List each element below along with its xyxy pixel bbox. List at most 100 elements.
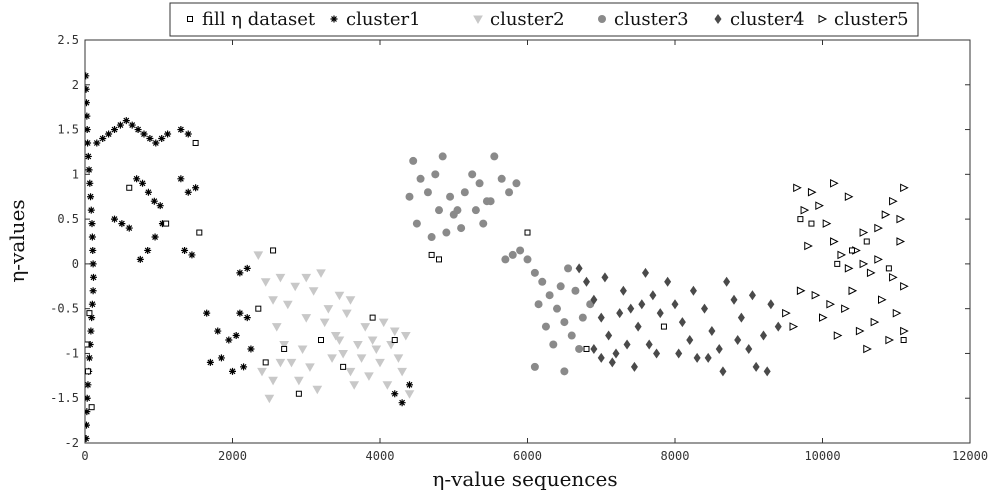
data-point xyxy=(545,291,554,300)
data-point xyxy=(516,246,525,255)
data-point xyxy=(319,318,330,328)
data-point xyxy=(247,345,255,353)
legend-label: fill η dataset xyxy=(202,9,316,30)
data-point xyxy=(349,381,360,390)
data-point xyxy=(89,287,97,295)
legend-marker xyxy=(818,14,828,24)
data-point xyxy=(841,304,850,313)
data-point xyxy=(833,331,843,340)
data-point xyxy=(723,276,731,287)
legend-label: cluster2 xyxy=(490,9,565,30)
data-point xyxy=(338,349,348,359)
data-point xyxy=(892,308,902,318)
data-point xyxy=(405,192,414,201)
data-point xyxy=(471,206,480,215)
data-point xyxy=(144,188,152,196)
data-point xyxy=(900,281,909,291)
data-point xyxy=(793,183,802,193)
data-point xyxy=(560,367,569,376)
data-point xyxy=(900,183,909,193)
data-point xyxy=(863,238,870,245)
data-point xyxy=(830,178,839,188)
data-point xyxy=(290,282,301,292)
data-point xyxy=(356,354,367,363)
y-tick-label: 1.5 xyxy=(57,123,79,137)
data-point xyxy=(505,188,514,197)
data-point xyxy=(549,340,558,349)
data-point xyxy=(844,192,854,202)
data-point xyxy=(590,294,598,305)
data-point xyxy=(85,72,90,80)
data-point xyxy=(715,343,723,354)
data-point xyxy=(85,381,92,389)
data-point xyxy=(400,332,411,341)
y-tick-label: -1.5 xyxy=(50,391,79,405)
data-point xyxy=(88,314,96,322)
data-point xyxy=(468,170,477,179)
data-point xyxy=(671,299,679,310)
data-point xyxy=(136,255,144,263)
data-point xyxy=(416,174,425,183)
data-point xyxy=(752,361,760,372)
data-point xyxy=(859,228,869,237)
data-point xyxy=(294,376,304,386)
series-fill-dataset xyxy=(85,139,907,411)
data-point xyxy=(449,210,458,219)
data-point xyxy=(523,255,532,264)
data-point xyxy=(255,305,262,312)
data-point xyxy=(203,309,211,317)
data-point xyxy=(508,250,517,259)
data-point xyxy=(767,299,775,310)
data-point xyxy=(601,272,609,283)
data-point xyxy=(93,139,101,147)
data-point xyxy=(85,126,91,134)
data-point xyxy=(619,285,627,296)
data-point xyxy=(428,251,435,258)
data-point xyxy=(878,295,887,305)
data-point xyxy=(826,299,835,309)
data-point xyxy=(353,340,363,350)
data-point xyxy=(243,264,251,272)
data-point xyxy=(268,376,278,386)
data-point xyxy=(438,152,447,161)
data-point xyxy=(323,305,334,314)
data-point xyxy=(345,296,356,305)
series-cluster4 xyxy=(575,263,782,377)
data-point xyxy=(158,135,166,143)
data-point xyxy=(885,265,892,272)
data-point xyxy=(85,99,90,107)
data-point xyxy=(391,337,398,344)
legend-marker xyxy=(714,14,722,24)
data-point xyxy=(85,139,92,147)
data-point xyxy=(708,326,716,337)
data-point xyxy=(678,317,686,328)
data-point xyxy=(382,381,393,390)
data-point xyxy=(512,179,521,188)
data-point xyxy=(815,201,824,210)
data-point xyxy=(369,314,376,321)
data-point xyxy=(446,192,455,201)
data-point xyxy=(427,233,436,242)
data-point xyxy=(184,130,192,138)
data-point xyxy=(341,309,352,319)
data-point xyxy=(900,326,909,336)
data-point xyxy=(855,326,865,336)
data-point xyxy=(656,308,664,319)
data-point xyxy=(689,285,697,296)
data-point xyxy=(423,188,432,197)
data-point xyxy=(89,246,97,254)
data-point xyxy=(808,220,815,227)
data-point xyxy=(360,323,371,332)
data-point xyxy=(301,273,312,283)
data-point xyxy=(87,193,95,201)
data-point xyxy=(371,345,382,354)
y-tick-label: 0.5 xyxy=(57,212,79,226)
data-point xyxy=(151,233,159,241)
data-point xyxy=(675,348,683,359)
data-point xyxy=(111,215,118,223)
data-point xyxy=(737,312,745,323)
data-point xyxy=(327,354,337,363)
data-point xyxy=(134,126,142,134)
data-point xyxy=(605,330,613,341)
data-point xyxy=(122,117,130,125)
